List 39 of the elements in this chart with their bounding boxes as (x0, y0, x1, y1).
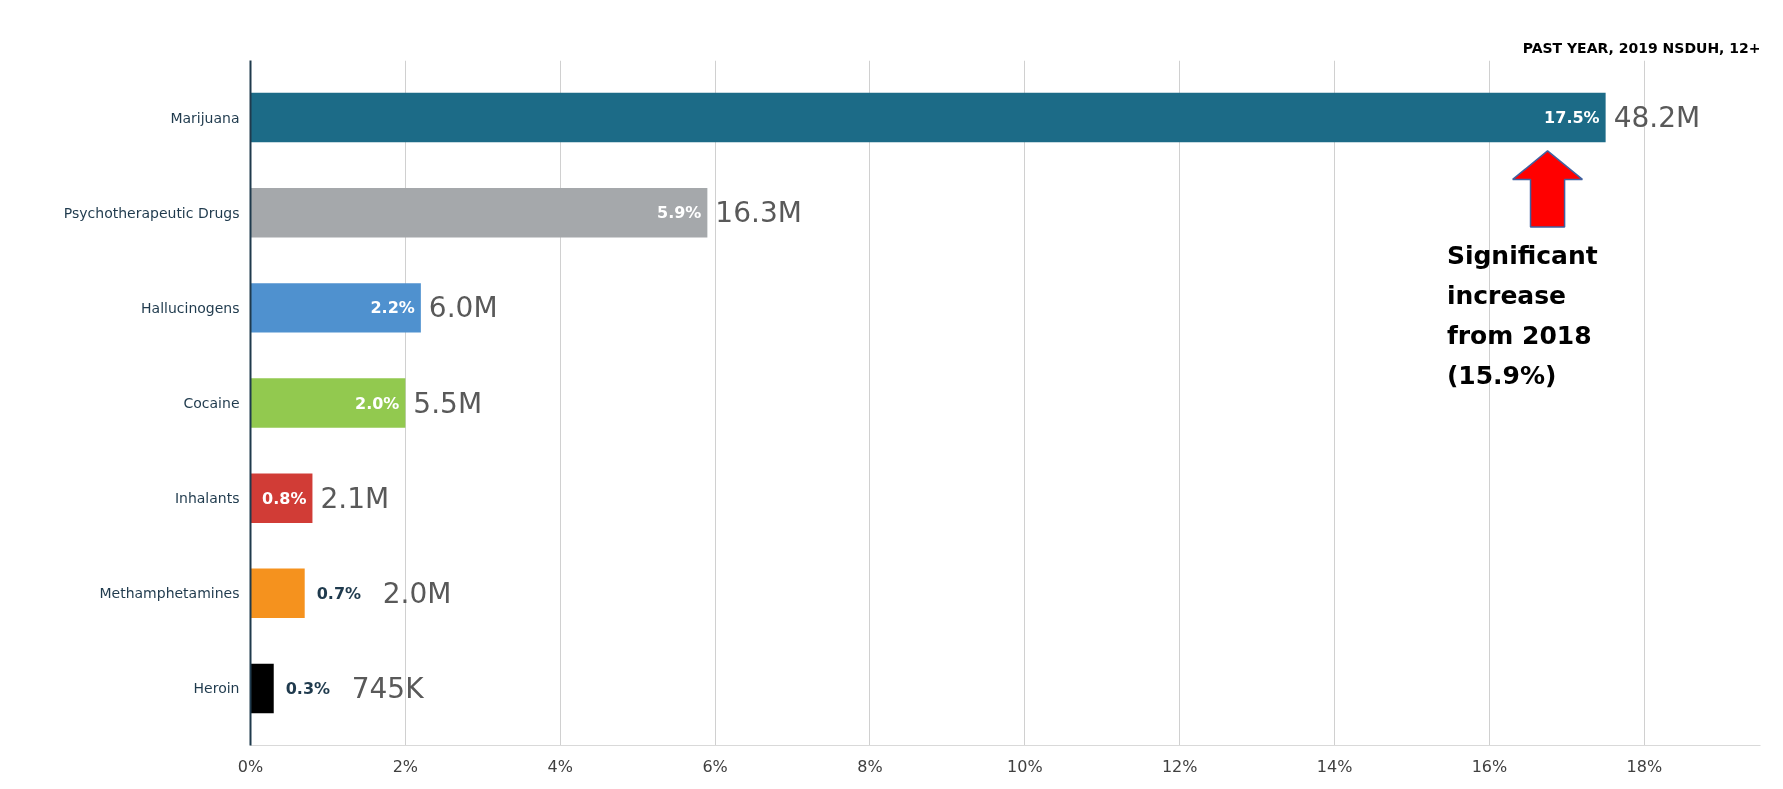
bar (250, 568, 305, 619)
x-tick-label: 18% (1626, 756, 1663, 776)
x-tick-label: 4% (547, 756, 573, 776)
y-tick-label: Heroin (193, 680, 240, 697)
x-tick-label: 8% (857, 756, 883, 776)
y-tick-label: Psychotherapeutic Drugs (63, 204, 240, 221)
y-tick-label: Hallucinogens (141, 299, 240, 316)
data-label: 0.3% (285, 678, 331, 698)
y-tick-label: Inhalants (174, 490, 240, 507)
annotation: 2.1M (320, 481, 390, 515)
y-tick-label: Methamphetamines (99, 585, 240, 602)
data-label: 17.5% (1544, 108, 1600, 128)
bar (250, 92, 1606, 143)
annotation: 48.2M (1613, 101, 1701, 135)
data-label: 0.7% (316, 583, 362, 603)
bar (250, 378, 406, 428)
data-label: 0.8% (262, 488, 307, 508)
x-tick-label: 6% (702, 756, 728, 776)
x-tick-label: 0% (237, 756, 264, 776)
bar (250, 663, 274, 714)
annotation: 6.0M (428, 291, 498, 325)
annotation: 2.0M (382, 576, 452, 610)
x-tick-label: 2% (392, 756, 419, 776)
x-tick-label: 14% (1316, 756, 1353, 776)
y-tick-label: Marijuana (170, 109, 240, 126)
data-label: 2.0% (355, 393, 400, 413)
x-tick-label: 10% (1007, 756, 1043, 776)
bar (250, 187, 708, 238)
y-tick-label: Cocaine (183, 395, 240, 411)
annotation: 5.5M (413, 386, 483, 420)
chart-title: PAST YEAR, 2019 NSDUH, 12+ (1522, 39, 1761, 56)
annotation: 16.3M (715, 196, 802, 230)
data-label: 2.2% (370, 298, 415, 318)
x-tick-label: 12% (1161, 756, 1198, 776)
annotation: Significant increase from 2018 (15.9%) (1446, 241, 1598, 390)
bar (250, 283, 421, 333)
x-tick-label: 16% (1471, 756, 1508, 776)
annotation: 745K (351, 671, 425, 705)
data-label: 5.9% (657, 203, 702, 223)
